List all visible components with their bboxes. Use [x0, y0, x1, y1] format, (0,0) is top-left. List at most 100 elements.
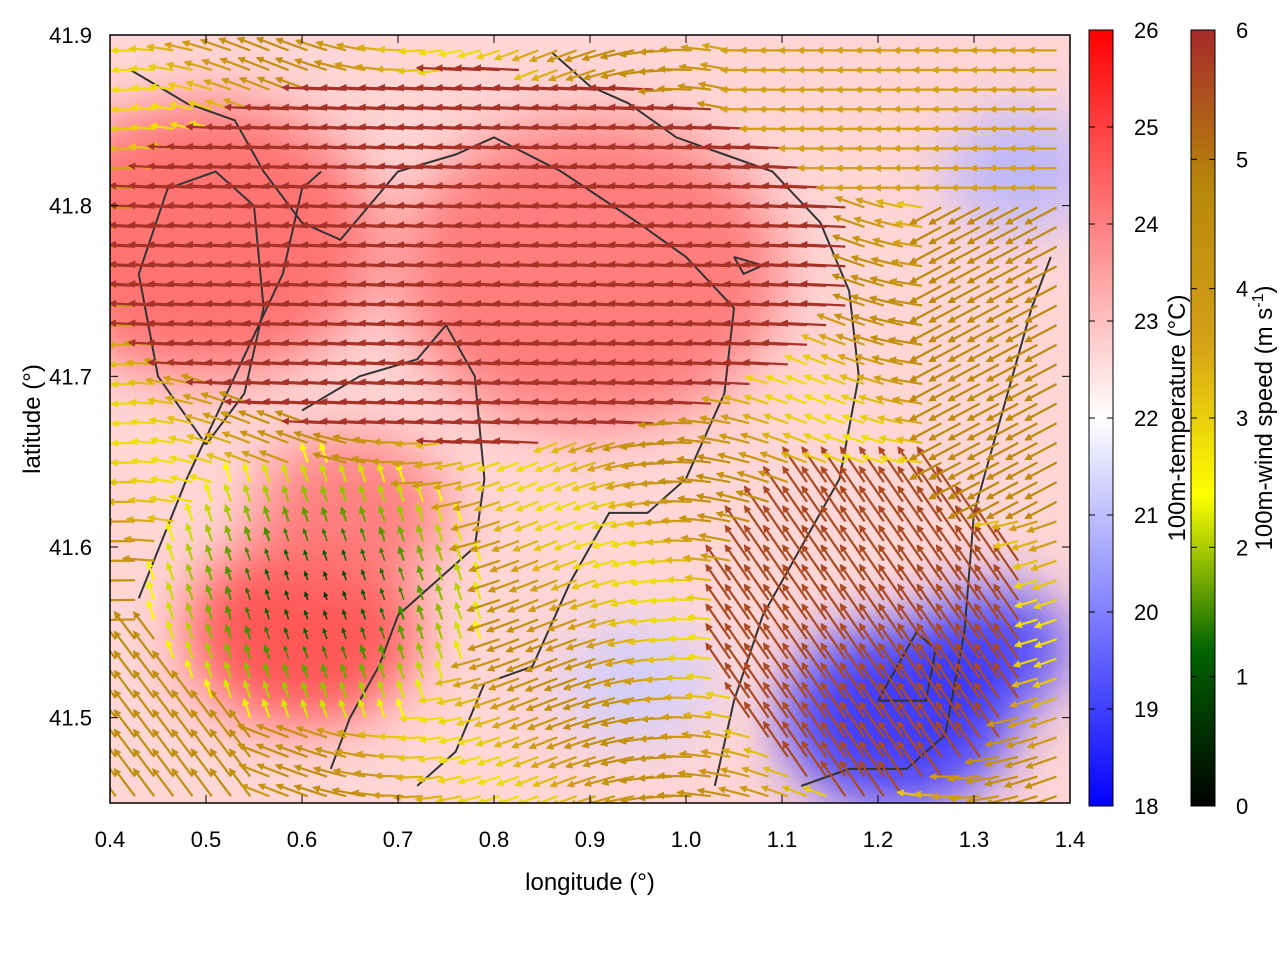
wind-arrow [398, 714, 424, 723]
wind-arrow [878, 603, 904, 640]
y-tick-label: 41.8 [49, 194, 92, 219]
wind-arrow [550, 579, 577, 591]
colorbar-tick-label: 22 [1134, 406, 1158, 431]
wind-arrow [582, 755, 616, 768]
wind-arrow [993, 583, 1020, 621]
wind-arrow [396, 504, 405, 522]
wind-arrow [743, 642, 770, 680]
wind-arrow [533, 795, 558, 803]
wind-arrow [698, 768, 731, 778]
wind-arrow [165, 581, 175, 601]
wind-arrow [415, 678, 425, 699]
wind-arrow [878, 622, 904, 660]
wind-arrow [223, 660, 233, 679]
contour-line [128, 68, 736, 787]
wind-arrow [680, 534, 712, 543]
wind-arrow [283, 627, 290, 640]
wind-arrow [416, 641, 425, 660]
wind-arrow [485, 618, 520, 633]
wind-arrow [453, 639, 463, 660]
wind-arrow [281, 698, 290, 719]
wind-arrow [132, 748, 156, 778]
wind-arrow [705, 622, 732, 660]
wind-arrow [243, 643, 252, 660]
wind-arrow [1033, 657, 1057, 669]
wind-arrow [152, 709, 175, 738]
wind-arrow [321, 645, 328, 660]
wind-arrow [396, 754, 424, 762]
wind-arrow [110, 786, 117, 797]
wind-arrow [1030, 697, 1057, 709]
wind-arrow [303, 570, 309, 581]
wind-arrow [762, 681, 789, 719]
wind-arrow [697, 532, 731, 543]
wind-arrow [527, 598, 558, 613]
wind-arrow [513, 520, 539, 532]
wind-arrow [551, 795, 577, 803]
wind-arrow [701, 729, 731, 739]
wind-arrow [656, 771, 692, 780]
wind-arrow [209, 767, 232, 797]
wind-arrow [505, 657, 539, 673]
wind-arrow [820, 603, 847, 640]
wind-arrow [567, 618, 597, 631]
wind-arrow [667, 634, 692, 643]
wind-arrow [393, 440, 424, 448]
wind-arrow [946, 774, 980, 783]
wind-arrow [839, 504, 866, 542]
wind-arrow [190, 728, 213, 758]
wind-arrow [820, 563, 847, 601]
wind-arrow [303, 627, 309, 640]
wind-arrow [257, 783, 289, 798]
wind-vectors [110, 36, 1058, 803]
wind-arrow [743, 485, 770, 523]
wind-arrow [705, 583, 732, 621]
wind-arrow [551, 559, 577, 571]
wind-arrow [341, 627, 347, 640]
wind-arrow [743, 681, 770, 719]
wind-arrow [224, 604, 233, 620]
wind-arrow [415, 503, 425, 522]
wind-arrow [858, 701, 885, 738]
wind-arrow [820, 622, 847, 660]
wind-arrow [743, 504, 770, 542]
wind-arrow [435, 795, 462, 803]
wind-arrow [190, 767, 213, 797]
wind-arrow [113, 630, 136, 660]
wind-arrow [303, 549, 309, 561]
wind-arrow [375, 65, 404, 74]
wind-arrow [492, 520, 520, 532]
wind-arrow [152, 767, 175, 797]
wind-arrow [469, 677, 501, 690]
wind-arrow [294, 745, 328, 758]
wind-arrow [524, 657, 558, 673]
wind-arrow [524, 638, 558, 653]
wind-arrow [717, 786, 750, 798]
wind-arrow [205, 564, 213, 581]
wind-arrow [724, 642, 751, 680]
wind-arrow [339, 680, 348, 699]
wind-arrow [543, 697, 577, 712]
wind-arrow [935, 701, 962, 738]
wind-arrow [224, 545, 233, 562]
wind-arrow [1007, 716, 1038, 729]
x-tick-label: 0.9 [575, 827, 606, 852]
wind-arrow [493, 736, 520, 748]
wind-arrow [858, 485, 885, 523]
wind-arrow [897, 622, 924, 660]
wind-arrow [379, 587, 386, 601]
temperature-blob [110, 101, 379, 378]
wind-arrow [984, 736, 1019, 748]
wind-arrow [487, 677, 520, 691]
temperature-blob [945, 110, 1070, 233]
wind-arrow [724, 622, 751, 660]
wind-arrow [993, 563, 1020, 601]
wind-arrow [471, 696, 501, 709]
wind-arrow [897, 563, 924, 601]
wind-arrow [243, 661, 252, 679]
wind-arrow [370, 457, 404, 466]
x-tick-label: 0.5 [191, 827, 222, 852]
wind-arrow [302, 645, 309, 660]
wind-arrow [472, 619, 482, 640]
wind-arrow [1005, 736, 1038, 749]
